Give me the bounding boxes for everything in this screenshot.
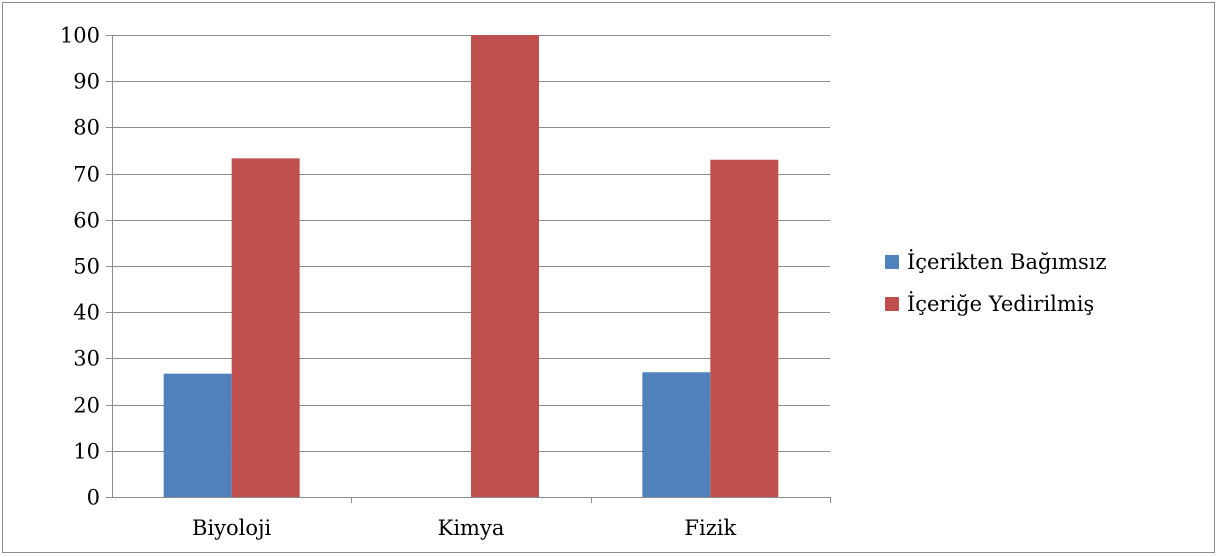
x-category-label: Fizik [684, 516, 736, 540]
y-tick-label: 70 [73, 163, 100, 187]
y-tick-label: 60 [73, 209, 100, 233]
legend-swatch-2 [885, 297, 899, 311]
y-axis-tick-labels: 0 10 20 30 40 50 60 70 80 90 100 [60, 24, 100, 510]
y-tick-label: 50 [73, 255, 100, 279]
bar-biyoloji-series-1 [163, 373, 232, 497]
y-tick-label: 80 [73, 116, 100, 140]
bar-kimya-series-2 [471, 35, 539, 497]
x-category-label: Kimya [438, 516, 505, 540]
legend-label-2: İçeriğe Yedirilmiş [907, 292, 1094, 316]
y-tick-label: 40 [73, 301, 100, 325]
bar-biyoloji-series-2 [231, 158, 300, 497]
x-category-label: Biyoloji [192, 516, 272, 540]
legend-swatch-1 [885, 255, 899, 269]
legend-label-1: İçerikten Bağımsız [907, 250, 1107, 274]
y-tick-label: 10 [73, 440, 100, 464]
y-tick-label: 30 [73, 347, 100, 371]
bars [163, 35, 779, 498]
bar-fizik-series-2 [710, 159, 779, 498]
x-axis-category-labels: Biyoloji Kimya Fizik [192, 516, 736, 540]
y-tick-label: 0 [87, 486, 100, 510]
legend: İçerikten Bağımsız İçeriğe Yedirilmiş [885, 250, 1107, 316]
axes [106, 35, 831, 503]
y-tick-label: 100 [60, 24, 100, 48]
y-tick-label: 90 [73, 70, 100, 94]
bar-fizik-series-1 [642, 372, 711, 497]
y-tick-label: 20 [73, 394, 100, 418]
